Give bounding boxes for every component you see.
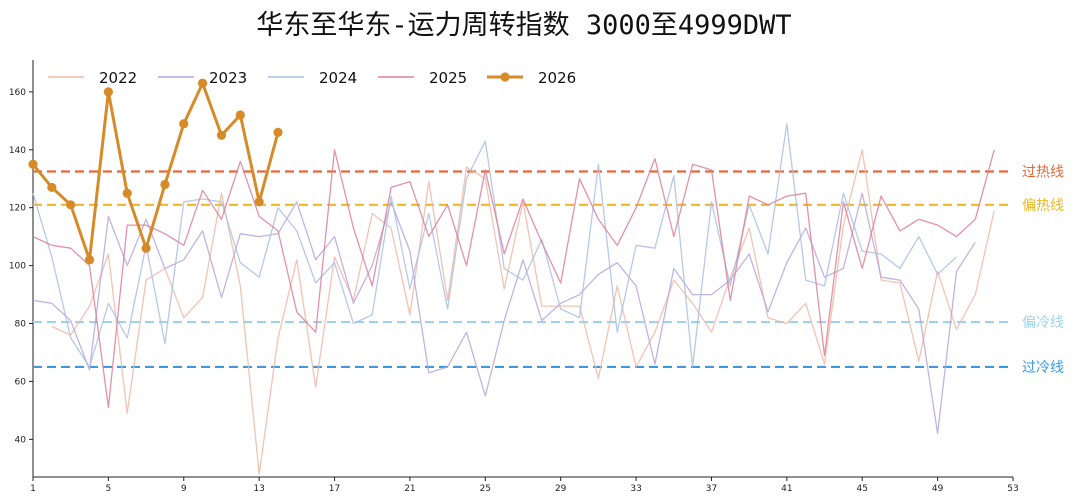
reference-line-label: 偏冷线 [1022,315,1064,331]
legend-label-2026: 2026 [538,69,576,87]
chart-title: 华东至华东-运力周转指数 3000至4999DWT [256,10,791,41]
data-point-2026 [47,182,57,193]
data-point-2026 [28,159,38,169]
y-tick-label: 100 [9,262,26,272]
legend: 2022 2023 2024 2025 2026 [48,69,576,87]
data-point-2026 [66,200,76,210]
data-point-2026 [84,255,95,265]
y-tick-label: 40 [15,435,27,445]
axes: 40 60 80 100 120 140 160 1 5 9 13 17 21 25 29 33 37 41 45 4… [9,60,1019,494]
x-tick-label: 1 [30,484,36,494]
x-tick-label: 29 [555,484,567,494]
reference-line-label: 过冷线 [1022,360,1064,376]
legend-label-2022: 2022 [99,69,137,87]
data-point-2026 [254,197,264,207]
reference-line-label: 偏热线 [1022,198,1064,214]
series-lines [28,78,995,475]
legend-label-2025: 2025 [429,69,467,87]
x-tick-label: 21 [404,484,415,494]
x-tick-label: 41 [781,484,792,494]
series-line-2025 [32,149,995,409]
series-line-2023 [32,192,976,435]
data-point-2026 [103,87,113,97]
y-tick-label: 140 [9,146,26,156]
x-tick-label: 25 [480,484,491,494]
x-tick-label: 37 [706,484,717,494]
data-point-2026 [141,243,151,253]
x-tick-label: 5 [106,484,112,494]
data-point-2026 [235,110,245,120]
y-tick-label: 80 [15,320,27,330]
data-point-2026 [198,78,208,88]
x-tick-label: 13 [253,484,264,494]
legend-marker-2026 [500,72,510,82]
data-point-2026 [160,179,170,190]
series-line-2024 [32,123,957,368]
data-point-2026 [179,119,189,129]
x-tick-label: 45 [857,484,868,494]
data-point-2026 [216,130,227,140]
x-tick-label: 53 [1007,484,1018,494]
series-line-2026 [31,81,280,262]
legend-label-2024: 2024 [319,69,357,87]
legend-label-2023: 2023 [209,69,247,87]
x-tick-label: 9 [181,484,187,494]
y-tick-label: 120 [9,204,26,214]
x-tick-label: 33 [630,484,641,494]
y-tick-label: 160 [9,88,26,98]
x-tick-label: 49 [932,484,944,494]
data-point-2026 [273,127,283,137]
reference-line-label: 过热线 [1022,164,1064,180]
y-tick-label: 60 [15,377,27,387]
data-point-2026 [122,188,132,198]
x-tick-label: 17 [329,484,340,494]
